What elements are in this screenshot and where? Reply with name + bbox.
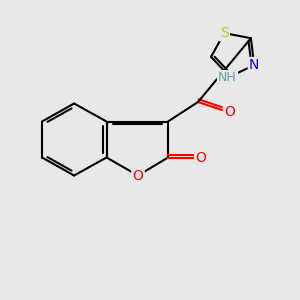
- Text: O: O: [196, 151, 206, 164]
- Text: O: O: [224, 106, 235, 119]
- Text: N: N: [249, 58, 260, 72]
- Text: O: O: [133, 169, 143, 182]
- Text: NH: NH: [218, 71, 237, 84]
- Text: S: S: [220, 26, 229, 40]
